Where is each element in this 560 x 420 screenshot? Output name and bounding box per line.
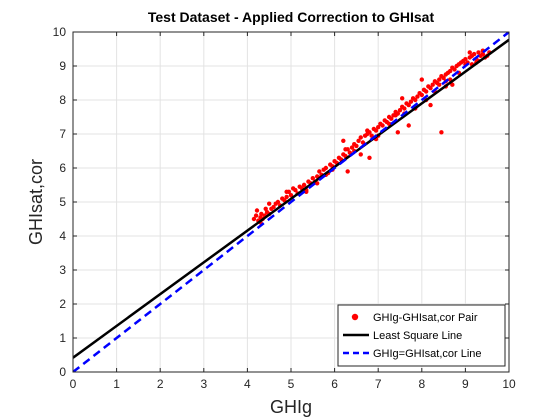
y-tick-label: 2 — [59, 297, 66, 311]
scatter-point — [437, 77, 442, 82]
scatter-point — [463, 57, 468, 62]
scatter-point — [423, 89, 429, 94]
y-tick-label: 7 — [59, 127, 66, 141]
scatter-point — [345, 169, 350, 174]
scatter-point — [373, 128, 379, 133]
x-tick-label: 6 — [331, 377, 338, 391]
scatter-point — [428, 102, 433, 108]
legend-label: Least Square Line — [373, 330, 462, 342]
scatter-point — [323, 165, 329, 171]
y-tick-label: 8 — [59, 93, 66, 107]
scatter-point — [413, 97, 418, 103]
x-tick-label: 5 — [288, 377, 295, 391]
y-axis-label: GHIsat,cor — [26, 159, 46, 245]
scatter-point — [419, 77, 424, 82]
scatter-point — [365, 128, 370, 133]
scatter-point — [389, 116, 394, 121]
scatter-point — [430, 82, 435, 87]
scatter-point — [467, 50, 472, 55]
scatter-point — [263, 206, 268, 211]
x-tick-label: 8 — [418, 377, 425, 391]
identity-line — [73, 32, 509, 372]
x-tick-label: 1 — [113, 377, 120, 391]
scatter-point — [354, 143, 359, 149]
scatter-point — [437, 82, 442, 87]
scatter-point — [439, 130, 444, 135]
scatter-point — [452, 67, 457, 72]
y-tick-label: 5 — [59, 195, 66, 209]
x-tick-label: 10 — [502, 377, 516, 391]
scatter-point — [406, 123, 411, 128]
scatter-point — [376, 125, 381, 130]
ticks: 0 1 2 3 4 5 6 7 8 9 10 0 1 2 3 4 5 6 7 8 9 10 — [53, 25, 516, 391]
scatter-point — [402, 106, 407, 111]
scatter-point — [251, 216, 257, 222]
legend-label: GHIg=GHIsat,cor Line — [373, 348, 482, 360]
scatter-point — [441, 75, 446, 81]
scatter-point — [380, 123, 385, 128]
x-tick-label: 9 — [462, 377, 469, 391]
y-tick-label: 9 — [59, 59, 66, 73]
x-axis-label: GHIg — [270, 397, 312, 417]
y-tick-label: 10 — [53, 25, 67, 39]
scatter-point — [471, 51, 477, 57]
y-tick-label: 6 — [59, 161, 66, 175]
scatter-point — [275, 199, 281, 205]
y-tick-label: 4 — [59, 229, 66, 243]
scatter-point — [450, 82, 455, 87]
scatter-point — [284, 189, 289, 194]
scatter-point — [406, 102, 411, 108]
scatter-point — [393, 113, 398, 118]
chart-title: Test Dataset - Applied Correction to GHI… — [148, 9, 435, 25]
series-group — [73, 32, 509, 372]
x-tick-label: 7 — [375, 377, 382, 391]
scatter-point — [397, 108, 403, 113]
scatter-point — [356, 138, 361, 143]
scatter-point — [358, 152, 363, 157]
scatter-point — [301, 182, 307, 188]
legend-marker — [351, 313, 359, 321]
scatter-point — [415, 94, 420, 99]
scatter-point — [310, 176, 315, 181]
x-tick-label: 2 — [157, 377, 164, 391]
scatter-point — [447, 68, 453, 74]
scatter-point — [343, 147, 348, 152]
y-tick-label: 0 — [59, 365, 66, 379]
x-tick-label: 4 — [244, 377, 251, 391]
scatter-point — [399, 96, 405, 101]
scatter-point — [267, 201, 272, 206]
scatter-point — [253, 213, 259, 218]
scatter-point — [314, 181, 320, 186]
scatter-point — [284, 194, 289, 200]
legend: GHIg-GHIsat,cor Pair Least Square Line GHI… — [337, 304, 506, 367]
x-tick-label: 0 — [70, 377, 77, 391]
scatter-point — [254, 208, 260, 213]
scatter-point — [395, 130, 401, 135]
scatter-point — [349, 145, 355, 150]
scatter-point — [288, 193, 294, 198]
series-layer — [73, 32, 509, 372]
y-tick-label: 3 — [59, 263, 66, 277]
scatter-point — [428, 85, 433, 91]
scatter-point — [293, 187, 298, 193]
legend-label: GHIg-GHIsat,cor Pair — [373, 312, 478, 324]
scatter-point — [408, 99, 414, 104]
scatter-point — [341, 138, 346, 143]
scatter-point — [358, 135, 363, 140]
scatter-point — [317, 169, 322, 174]
x-tick-label: 3 — [200, 377, 207, 391]
scatter-point — [271, 204, 276, 210]
scatter-point — [476, 50, 481, 55]
y-tick-label: 1 — [59, 331, 66, 345]
scatter-point — [259, 211, 264, 217]
least-square-line — [73, 38, 509, 359]
scatter-point — [367, 155, 372, 160]
scatter-point — [419, 92, 424, 98]
